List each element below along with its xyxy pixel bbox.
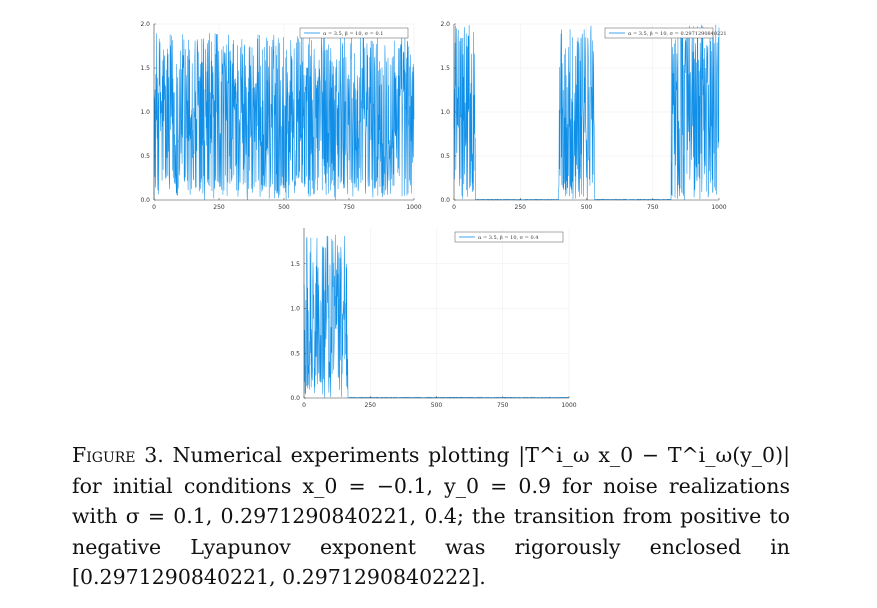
y-tick-label: 2.0 xyxy=(140,21,150,28)
y-tick-label: 1.0 xyxy=(290,306,300,313)
y-tick-label: 0.5 xyxy=(290,350,300,357)
y-tick-label: 0.0 xyxy=(290,395,300,402)
y-tick-label: 1.0 xyxy=(140,109,150,116)
x-tick-label: 1000 xyxy=(406,204,421,211)
x-tick-label: 1000 xyxy=(561,402,576,409)
legend: α = 3.5, β = 10, σ = 0.1 xyxy=(299,27,409,39)
x-tick-label: 250 xyxy=(213,204,225,211)
y-tick-label: 2.0 xyxy=(440,21,450,28)
series-line xyxy=(453,24,720,201)
series-line xyxy=(153,32,415,201)
legend-label: α = 3.5, β = 10, σ = 0.2971290840221 xyxy=(628,31,727,37)
y-tick-label: 0.0 xyxy=(140,197,150,204)
x-tick-label: 750 xyxy=(497,402,509,409)
figure-label: Figure 3. xyxy=(72,443,164,467)
figure-caption-text: Numerical experiments plotting |T^i_ω x_… xyxy=(72,443,790,589)
x-tick-label: 1000 xyxy=(711,204,726,211)
y-tick-label: 0.5 xyxy=(440,153,450,160)
figure-caption: Figure 3. Numerical experiments plotting… xyxy=(72,440,790,593)
plot-panel-sigma-0-297: 0 250 500 750 1000 0.0 0.5 1.0 1.5 2.0 α = 3.5, β … xyxy=(430,18,727,216)
plot-svg-sigma-0-4: 0 250 500 750 1000 0.0 0.5 1.0 1.5 α = 3.5, β = 1… xyxy=(290,228,577,409)
x-tick-label: 250 xyxy=(365,402,377,409)
y-tick-label: 1.0 xyxy=(440,109,450,116)
legend: α = 3.5, β = 10, σ = 0.4 xyxy=(454,231,564,243)
x-tick-label: 0 xyxy=(452,204,456,211)
plot-svg-sigma-0-297: 0 250 500 750 1000 0.0 0.5 1.0 1.5 2.0 α = 3.5, β … xyxy=(440,21,727,211)
plot-panel-sigma-0-1: 0 250 500 750 1000 0.0 0.5 1.0 1.5 2.0 α = 3.5, β … xyxy=(130,18,421,216)
x-tick-label: 0 xyxy=(302,402,306,409)
y-tick-label: 0.5 xyxy=(140,153,150,160)
y-tick-label: 0.0 xyxy=(440,197,450,204)
y-tick-label: 1.5 xyxy=(440,65,450,72)
x-tick-label: 250 xyxy=(515,204,527,211)
y-tick-label: 1.5 xyxy=(140,65,150,72)
legend: α = 3.5, β = 10, σ = 0.2971290840221 xyxy=(604,27,727,39)
legend-box xyxy=(299,27,409,39)
y-tick-label: 1.5 xyxy=(290,261,300,268)
plot-panel-sigma-0-4: 0 250 500 750 1000 0.0 0.5 1.0 1.5 α = 3.5, β = 1… xyxy=(280,222,577,414)
x-tick-label: 500 xyxy=(581,204,593,211)
legend-box xyxy=(454,231,564,243)
x-tick-label: 500 xyxy=(431,402,443,409)
plot-svg-sigma-0-1: 0 250 500 750 1000 0.0 0.5 1.0 1.5 2.0 α = 3.5, β … xyxy=(140,21,421,211)
x-tick-label: 500 xyxy=(278,204,290,211)
legend-label: α = 3.5, β = 10, σ = 0.1 xyxy=(323,31,383,37)
x-tick-label: 0 xyxy=(152,204,156,211)
legend-box xyxy=(604,27,714,39)
legend-label: α = 3.5, β = 10, σ = 0.4 xyxy=(478,235,538,241)
x-tick-label: 750 xyxy=(647,204,659,211)
x-tick-label: 750 xyxy=(343,204,355,211)
